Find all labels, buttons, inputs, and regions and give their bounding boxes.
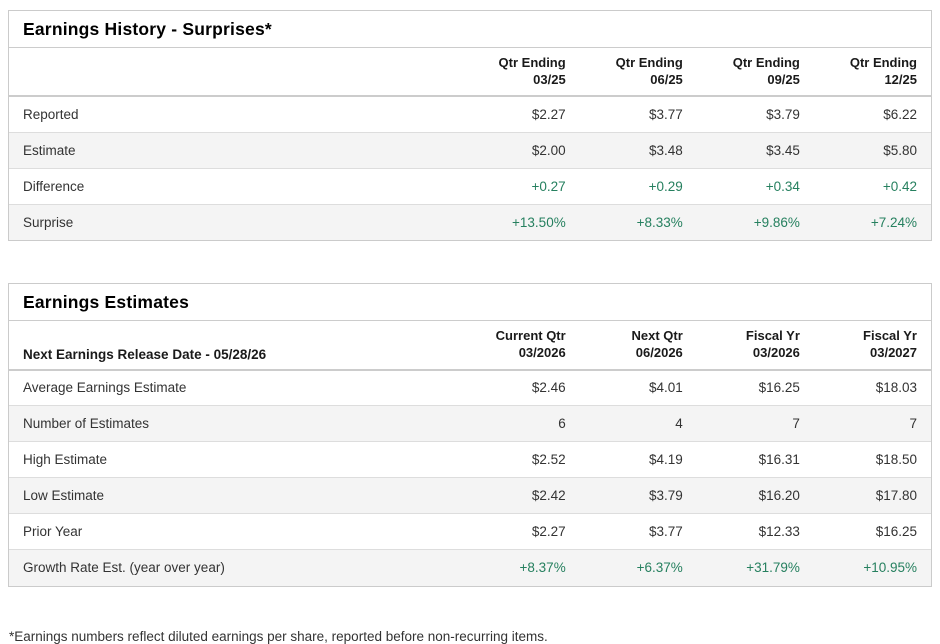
table-header-row: Qtr Ending 03/25 Qtr Ending 06/25 Qtr Ending… — [9, 48, 931, 98]
row-label: Low Estimate — [9, 477, 463, 514]
tables-container: Earnings History - Surprises* Qtr Ending… — [8, 10, 932, 587]
table-header-row: Next Earnings Release Date - 05/28/26 Cu… — [9, 321, 931, 371]
cell-value: +0.29 — [579, 167, 697, 205]
earnings-table-card: Earnings Estimates Next Earnings Release… — [8, 283, 932, 587]
row-label: Prior Year — [9, 513, 463, 550]
cell-value: $3.48 — [579, 131, 697, 169]
cell-value: $16.25 — [758, 380, 800, 396]
cell-value: +6.37% — [579, 549, 697, 586]
table-title: Earnings History - Surprises* — [9, 11, 931, 48]
column-header: Next Qtr 06/2026 — [579, 321, 697, 371]
cell-value: +0.27 — [462, 167, 580, 205]
table-row: Prior Year $2.27 $3.77 $12.33 $16.25 — [9, 513, 931, 550]
table-row: Surprise +13.50% +8.33% +9.86% +7.24% — [9, 203, 931, 241]
cell-value: $3.45 — [696, 131, 814, 169]
table-row: Difference +0.27 +0.29 +0.34 +0.42 — [9, 167, 931, 205]
cell-value: $2.00 — [462, 131, 580, 169]
cell-value: +0.34 — [696, 167, 814, 205]
table-row: Low Estimate $2.42 $3.79 $16.20 $17.80 — [9, 477, 931, 514]
row-label: Growth Rate Est. (year over year) — [9, 549, 463, 586]
cell-value: $18.50 — [813, 441, 931, 478]
column-header: Qtr Ending 03/25 — [462, 48, 580, 98]
earnings-table: Qtr Ending 03/25 Qtr Ending 06/25 Qtr Ending… — [9, 48, 931, 241]
cell-value: +31.79% — [696, 549, 814, 586]
cell-value: $16.20 — [696, 477, 814, 514]
row-label: Surprise — [9, 203, 463, 241]
cell-value: $2.27 — [531, 107, 566, 123]
cell-value: 4 — [579, 405, 697, 442]
row-label: Difference — [9, 167, 463, 205]
table-body: Average Earnings Estimate $2.46 $4.01 $16.2… — [9, 370, 931, 586]
earnings-table-card: Earnings History - Surprises* Qtr Ending… — [8, 10, 932, 242]
cell-value: $6.22 — [883, 107, 917, 123]
row-label: Reported — [23, 107, 79, 123]
cell-value: +13.50% — [462, 203, 580, 241]
cell-value: $18.03 — [875, 380, 917, 396]
column-header: Current Qtr 03/2026 — [462, 321, 580, 371]
cell-value: $12.33 — [696, 513, 814, 550]
cell-value: 7 — [696, 405, 814, 442]
cell-value: $2.42 — [462, 477, 580, 514]
table-row: High Estimate $2.52 $4.19 $16.31 $18.50 — [9, 441, 931, 478]
cell-value: $4.19 — [579, 441, 697, 478]
column-header: Fiscal Yr 03/2026 — [696, 321, 814, 371]
cell-value: $3.79 — [766, 107, 800, 123]
earnings-footnote: *Earnings numbers reflect diluted earnin… — [9, 628, 548, 644]
cell-value: $3.79 — [579, 477, 697, 514]
cell-value: $4.01 — [649, 380, 683, 396]
cell-value: $17.80 — [813, 477, 931, 514]
cell-value: +7.24% — [813, 203, 931, 241]
table-title: Earnings Estimates — [9, 284, 931, 322]
cell-value: $3.77 — [579, 513, 697, 550]
cell-value: +0.42 — [813, 167, 931, 205]
table-row: Reported $2.27 $3.77 $3.79 $6.22 — [9, 96, 931, 132]
header-label-cell: Next Earnings Release Date - 05/28/26 — [9, 321, 463, 371]
row-label: Average Earnings Estimate — [23, 380, 187, 396]
table-body: Reported $2.27 $3.77 $3.79 $6.22 Estimate $2.0… — [9, 96, 931, 241]
table-row: Average Earnings Estimate $2.46 $4.01 $16.2… — [9, 370, 931, 406]
header-label-cell — [9, 48, 463, 98]
cell-value: $16.25 — [813, 513, 931, 550]
cell-value: +9.86% — [696, 203, 814, 241]
row-label: High Estimate — [9, 441, 463, 478]
cell-value: $5.80 — [813, 131, 931, 169]
row-label: Estimate — [9, 131, 463, 169]
cell-value: $2.46 — [531, 380, 566, 396]
cell-value: $3.77 — [649, 107, 683, 123]
cell-value: 6 — [462, 405, 580, 442]
cell-value: 7 — [813, 405, 931, 442]
column-header: Qtr Ending 06/25 — [579, 48, 697, 98]
table-row: Growth Rate Est. (year over year) +8.37% +… — [9, 549, 931, 586]
cell-value: +8.37% — [462, 549, 580, 586]
cell-value: $2.52 — [462, 441, 580, 478]
cell-value: $16.31 — [696, 441, 814, 478]
column-header: Fiscal Yr 03/2027 — [813, 321, 931, 371]
column-header: Qtr Ending 12/25 — [813, 48, 931, 98]
cell-value: +10.95% — [813, 549, 931, 586]
table-row: Estimate $2.00 $3.48 $3.45 $5.80 — [9, 131, 931, 169]
column-header: Qtr Ending 09/25 — [696, 48, 814, 98]
table-row: Number of Estimates 6 4 7 7 — [9, 405, 931, 442]
cell-value: $2.27 — [462, 513, 580, 550]
cell-value: +8.33% — [579, 203, 697, 241]
row-label: Number of Estimates — [9, 405, 463, 442]
earnings-table: Next Earnings Release Date - 05/28/26 Cu… — [9, 321, 931, 586]
